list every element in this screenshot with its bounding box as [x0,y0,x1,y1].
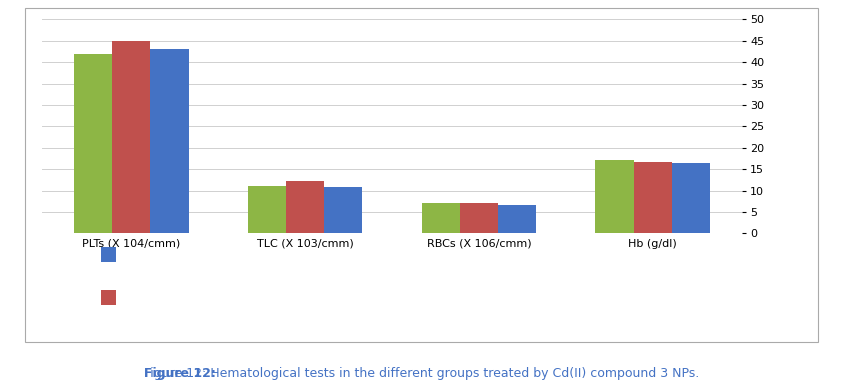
Bar [422,203,459,233]
Bar [325,187,362,233]
Bar [112,41,150,233]
Bar [248,186,286,233]
Bar [286,181,325,233]
Bar [150,49,189,233]
Bar [634,161,672,233]
Text: Figure 12:: Figure 12: [144,367,216,380]
Bar [459,203,498,233]
Bar [672,163,710,233]
Text: Figure 12: Hematological tests in the different groups treated by Cd(II) compoun: Figure 12: Hematological tests in the di… [144,367,699,380]
Bar [74,54,112,233]
Bar [595,160,634,233]
Bar [498,205,536,233]
